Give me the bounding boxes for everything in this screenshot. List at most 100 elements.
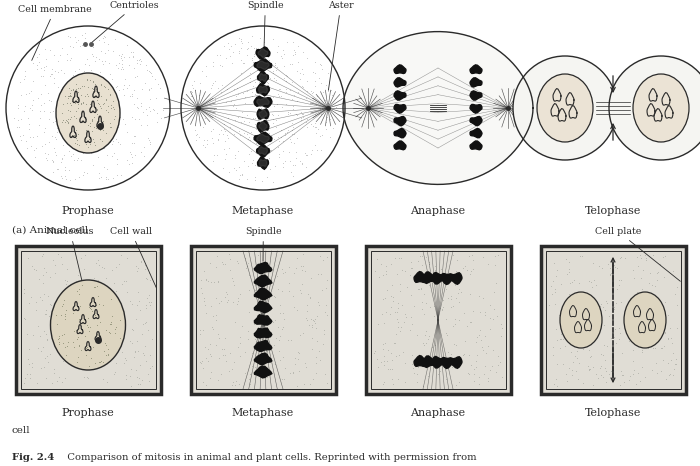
- Point: [48, 119, 59, 126]
- Point: [389, 308, 400, 315]
- Point: [477, 70, 488, 78]
- Point: [218, 130, 229, 138]
- Point: [39, 45, 50, 53]
- Point: [552, 141, 564, 149]
- Point: [141, 62, 152, 69]
- Point: [297, 83, 308, 90]
- Point: [205, 127, 216, 134]
- Point: [395, 50, 407, 57]
- Point: [229, 155, 240, 162]
- Point: [578, 96, 589, 104]
- Point: [412, 95, 423, 103]
- Point: [440, 315, 452, 322]
- Point: [226, 97, 237, 104]
- Point: [209, 96, 220, 104]
- Point: [483, 100, 494, 108]
- Point: [408, 64, 419, 72]
- Point: [381, 270, 392, 278]
- Point: [94, 126, 106, 133]
- Point: [76, 281, 88, 288]
- Point: [555, 97, 566, 105]
- Point: [419, 152, 430, 159]
- Point: [149, 107, 160, 114]
- Point: [60, 312, 71, 320]
- Point: [632, 79, 643, 86]
- Point: [455, 145, 466, 152]
- Point: [460, 114, 471, 121]
- Point: [449, 315, 461, 322]
- Point: [445, 292, 456, 300]
- Point: [225, 43, 236, 50]
- Point: [135, 257, 146, 265]
- Point: [319, 97, 330, 104]
- Point: [400, 107, 411, 114]
- Point: [575, 91, 587, 98]
- Point: [394, 121, 405, 129]
- Point: [445, 350, 456, 357]
- Point: [290, 50, 301, 58]
- Point: [151, 118, 162, 126]
- Point: [34, 294, 46, 301]
- Point: [45, 70, 56, 78]
- Point: [242, 328, 253, 335]
- Point: [9, 114, 20, 122]
- Point: [412, 146, 423, 153]
- Point: [268, 318, 279, 326]
- FancyBboxPatch shape: [190, 246, 335, 394]
- Point: [407, 87, 418, 94]
- Point: [56, 260, 67, 267]
- Point: [258, 352, 269, 360]
- Point: [305, 315, 316, 323]
- Point: [231, 377, 242, 384]
- Point: [103, 47, 114, 54]
- Point: [559, 81, 570, 89]
- Point: [268, 75, 279, 82]
- Point: [435, 269, 447, 277]
- Point: [38, 64, 49, 71]
- Point: [228, 85, 239, 92]
- Point: [424, 124, 435, 131]
- Point: [127, 48, 139, 55]
- Point: [228, 164, 239, 171]
- Point: [261, 117, 272, 125]
- Point: [475, 336, 486, 344]
- Point: [310, 59, 321, 66]
- Point: [88, 123, 99, 130]
- Point: [59, 276, 70, 283]
- Point: [72, 101, 83, 108]
- Point: [599, 125, 610, 132]
- Point: [634, 107, 645, 115]
- Point: [615, 276, 626, 283]
- Point: [521, 123, 532, 131]
- Point: [124, 160, 135, 168]
- Point: [41, 336, 52, 344]
- Point: [230, 104, 241, 111]
- Point: [379, 340, 391, 347]
- Point: [693, 103, 700, 110]
- Point: [121, 288, 132, 295]
- Point: [480, 155, 491, 162]
- Point: [213, 130, 224, 138]
- Polygon shape: [470, 141, 482, 150]
- Point: [439, 79, 450, 87]
- Point: [496, 95, 507, 103]
- Point: [574, 341, 585, 349]
- Point: [98, 98, 109, 106]
- Point: [83, 323, 94, 330]
- Point: [601, 115, 612, 122]
- Point: [48, 158, 59, 165]
- Point: [671, 78, 682, 85]
- Point: [685, 120, 696, 127]
- Point: [99, 163, 110, 171]
- Point: [566, 371, 577, 378]
- Point: [324, 115, 335, 123]
- Point: [25, 104, 36, 112]
- Point: [99, 83, 110, 90]
- Point: [104, 91, 116, 99]
- Point: [38, 67, 50, 74]
- Point: [561, 270, 573, 278]
- Point: [456, 129, 468, 137]
- Point: [260, 356, 272, 363]
- Point: [131, 103, 142, 111]
- Point: [608, 301, 619, 308]
